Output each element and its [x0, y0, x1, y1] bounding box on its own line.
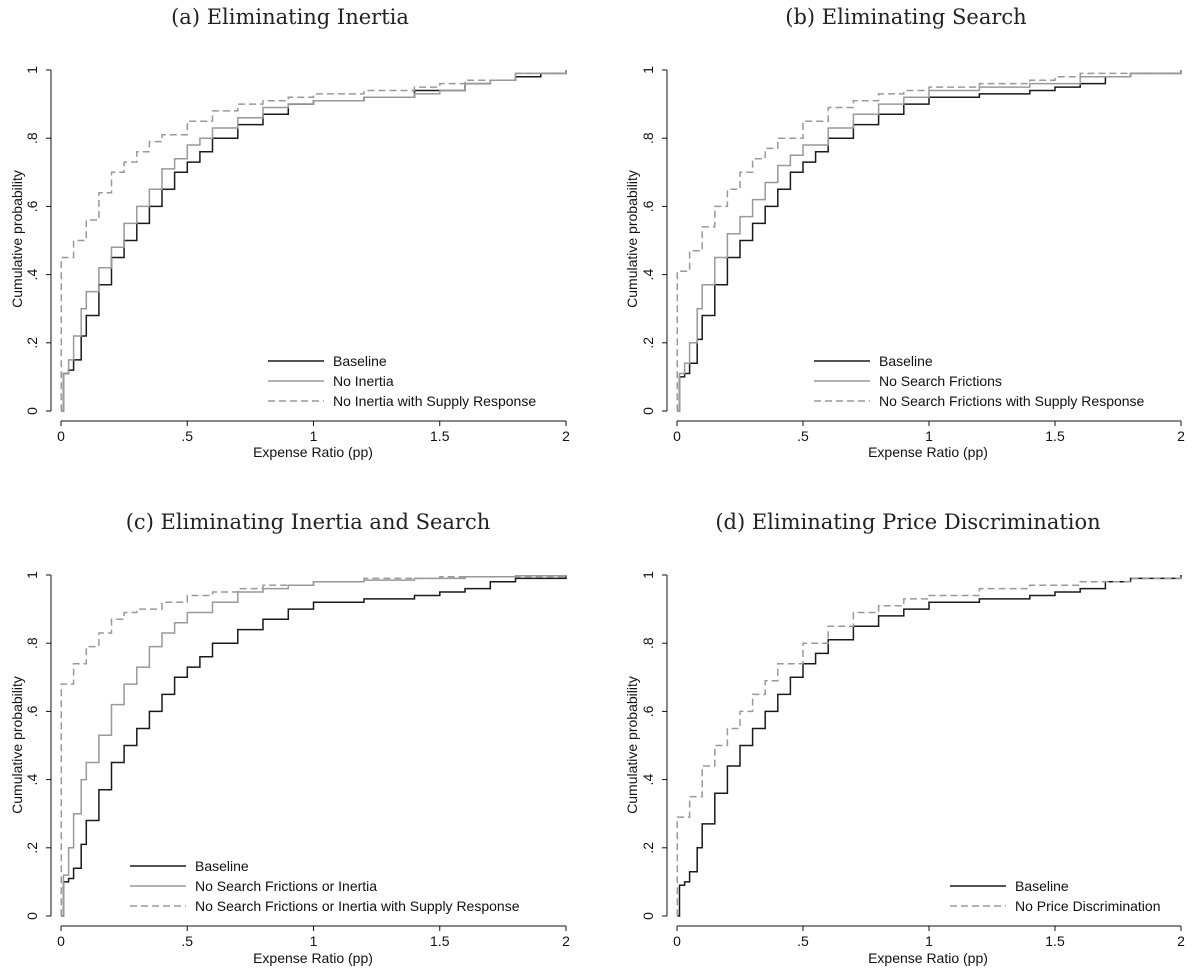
- legend-label: No Search Frictions with Supply Response: [879, 393, 1145, 409]
- x-tick-label: 1.5: [1045, 428, 1065, 444]
- y-tick-label: .8: [24, 132, 40, 144]
- y-tick-label: 1: [640, 571, 656, 579]
- panel-title: (c) Eliminating Inertia and Search: [126, 510, 491, 534]
- x-tick-label: 1.5: [430, 933, 450, 949]
- x-axis-label: Expense Ratio (pp): [253, 444, 373, 460]
- x-tick-label: 0: [57, 428, 65, 444]
- x-tick-label: 1: [925, 933, 933, 949]
- x-axis-label: Expense Ratio (pp): [868, 444, 988, 460]
- x-tick-label: 1: [925, 428, 933, 444]
- x-tick-label: 1.5: [1045, 933, 1065, 949]
- y-tick-label: .8: [640, 637, 656, 649]
- y-tick-label: .2: [640, 842, 656, 854]
- legend-label: No Price Discrimination: [1015, 898, 1160, 914]
- x-tick-label: 2: [562, 428, 570, 444]
- legend-label: Baseline: [879, 353, 933, 369]
- legend-label: No Search Frictions or Inertia with Supp…: [195, 898, 520, 914]
- y-tick-label: .4: [24, 774, 40, 786]
- panel-a: (a) Eliminating Inertia Cumulative proba…: [9, 5, 570, 460]
- x-axis-label: Expense Ratio (pp): [253, 950, 373, 966]
- plot-area: 0 .2 .4 .6 .8 1 0 .5 1 1.5 2 Baseline No Inertia No I…: [24, 66, 570, 444]
- x-tick-label: 2: [562, 933, 570, 949]
- series-line: [61, 575, 567, 917]
- y-tick-label: 1: [24, 571, 40, 579]
- x-tick-label: 0: [673, 933, 681, 949]
- y-tick-label: .6: [24, 200, 40, 212]
- y-tick-label: .8: [640, 132, 656, 144]
- legend-label: Baseline: [195, 858, 249, 874]
- y-tick-label: .6: [640, 705, 656, 717]
- series-line: [677, 70, 1182, 412]
- y-tick-label: .2: [640, 337, 656, 349]
- plot-area: 0 .2 .4 .6 .8 1 0 .5 1 1.5 2 Baseline No Price Discr…: [640, 571, 1185, 949]
- series-line: [61, 70, 567, 412]
- y-tick-label: .2: [24, 337, 40, 349]
- plot-area: 0 .2 .4 .6 .8 1 0 .5 1 1.5 2 Baseline No Search Fric…: [640, 66, 1185, 444]
- series-line: [677, 70, 1182, 412]
- panel-c: (c) Eliminating Inertia and Search Cumul…: [9, 510, 570, 966]
- x-tick-label: 1: [310, 933, 318, 949]
- y-axis-label: Cumulative probability: [9, 676, 25, 814]
- series-line: [60, 70, 567, 412]
- y-tick-label: .4: [640, 774, 656, 786]
- y-tick-label: .6: [24, 705, 40, 717]
- y-tick-label: .4: [640, 269, 656, 281]
- x-tick-label: 2: [1177, 428, 1185, 444]
- panel-d: (d) Eliminating Price Discrimination Cum…: [624, 510, 1185, 966]
- y-tick-label: .2: [24, 842, 40, 854]
- y-tick-label: 0: [640, 407, 656, 415]
- plot-area: 0 .2 .4 .6 .8 1 0 .5 1 1.5 2 Baseline No Search Fric…: [24, 571, 570, 949]
- x-tick-label: .5: [181, 428, 193, 444]
- y-axis-label: Cumulative probability: [9, 170, 25, 308]
- series-line: [676, 70, 1182, 412]
- series-line: [61, 574, 567, 917]
- x-tick-label: .5: [181, 933, 193, 949]
- series-line: [61, 70, 567, 412]
- y-tick-label: 0: [640, 912, 656, 920]
- x-tick-label: .5: [797, 428, 809, 444]
- x-axis-label: Expense Ratio (pp): [868, 950, 988, 966]
- y-tick-label: .8: [24, 637, 40, 649]
- x-tick-label: 2: [1177, 933, 1185, 949]
- legend-label: No Inertia: [333, 373, 394, 389]
- series-line: [60, 575, 567, 917]
- panel-title: (a) Eliminating Inertia: [171, 5, 409, 29]
- y-tick-label: 0: [24, 407, 40, 415]
- y-tick-label: 1: [24, 66, 40, 74]
- series-line: [676, 575, 1182, 917]
- y-axis-label: Cumulative probability: [624, 676, 640, 814]
- legend-label: No Inertia with Supply Response: [333, 393, 536, 409]
- y-axis-label: Cumulative probability: [624, 170, 640, 308]
- legend-label: Baseline: [1015, 878, 1069, 894]
- legend-label: No Search Frictions: [879, 373, 1002, 389]
- series-line: [677, 575, 1182, 917]
- x-tick-label: 0: [57, 933, 65, 949]
- x-tick-label: 1.5: [430, 428, 450, 444]
- y-tick-label: 1: [640, 66, 656, 74]
- x-tick-label: .5: [797, 933, 809, 949]
- y-tick-label: 0: [24, 912, 40, 920]
- x-tick-label: 0: [673, 428, 681, 444]
- panel-b: (b) Eliminating Search Cumulative probab…: [624, 5, 1185, 460]
- panel-title: (b) Eliminating Search: [785, 5, 1026, 29]
- x-tick-label: 1: [310, 428, 318, 444]
- legend-label: No Search Frictions or Inertia: [195, 878, 377, 894]
- y-tick-label: .6: [640, 200, 656, 212]
- legend-label: Baseline: [333, 353, 387, 369]
- y-tick-label: .4: [24, 269, 40, 281]
- panel-title: (d) Eliminating Price Discrimination: [715, 510, 1100, 534]
